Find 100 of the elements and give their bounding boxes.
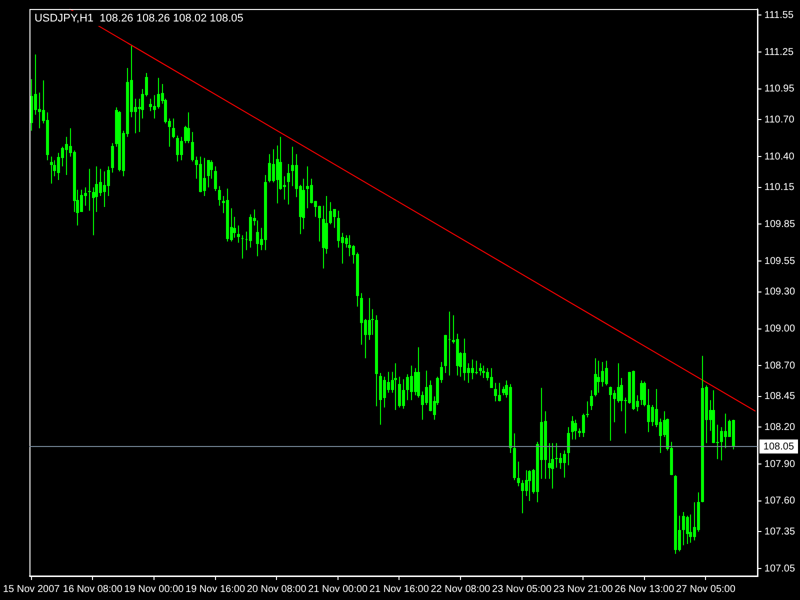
candlestick	[50, 156, 53, 184]
y-tick-label: 111.55	[764, 10, 794, 21]
y-tick-label: 107.35	[764, 526, 796, 538]
candlestick	[559, 452, 562, 470]
x-tick-label: 26 Nov 13:00	[614, 584, 675, 595]
candlestick	[475, 360, 478, 375]
candlestick	[632, 370, 635, 410]
candlestick	[406, 374, 409, 401]
candlestick	[525, 470, 528, 497]
candlestick	[402, 378, 405, 410]
candlestick	[99, 168, 102, 196]
candlestick	[65, 136, 68, 176]
x-tick-label: 21 Nov 16:00	[369, 584, 430, 595]
candlestick	[118, 110, 121, 172]
candlestick	[46, 112, 49, 161]
candlestick	[590, 390, 593, 410]
candlestick	[103, 170, 106, 208]
candlestick	[237, 224, 240, 244]
candlestick	[207, 160, 210, 188]
candlestick	[456, 333, 459, 376]
candlestick	[191, 131, 194, 162]
y-tick-label: 107.60	[764, 496, 796, 507]
candlestick	[249, 214, 252, 248]
candlestick	[214, 166, 217, 192]
candlestick	[256, 220, 259, 257]
candlestick	[80, 189, 83, 212]
candlestick	[586, 400, 589, 418]
candlestick	[318, 205, 321, 242]
y-tick-label: 109.30	[764, 286, 796, 298]
candlestick	[482, 365, 485, 378]
candlestick	[157, 77, 160, 110]
candlestick	[643, 381, 646, 407]
candlestick	[479, 362, 482, 376]
candlestick	[674, 474, 677, 554]
y-tick-label: 110.15	[764, 182, 795, 194]
y-tick-label: 110.40	[764, 151, 795, 162]
candlestick	[605, 360, 608, 386]
candlestick	[383, 376, 386, 408]
candlestick	[548, 442, 551, 480]
x-tick-label: 23 Nov 21:00	[553, 584, 614, 595]
candlestick	[329, 202, 332, 225]
candlestick	[555, 442, 558, 468]
candlestick	[517, 461, 520, 487]
candlestick	[720, 426, 723, 461]
candlestick	[272, 148, 275, 183]
candlestick	[333, 208, 336, 228]
candlestick	[490, 368, 493, 388]
y-tick-label: 108.70	[764, 360, 796, 372]
x-tick-label: 23 Nov 05:00	[492, 584, 552, 595]
candlestick	[571, 416, 574, 440]
candlestick	[682, 512, 685, 546]
candlestick	[640, 380, 643, 406]
candlestick	[693, 502, 696, 541]
y-tick-label: 109.85	[764, 218, 796, 230]
candlestick	[287, 163, 290, 206]
candlestick	[398, 376, 401, 408]
candlestick	[712, 390, 715, 444]
candlestick	[107, 166, 110, 196]
candlestick	[429, 380, 432, 412]
x-tick-label: 15 Nov 2007	[3, 584, 60, 595]
candlestick	[375, 314, 378, 407]
candlestick	[594, 358, 597, 397]
candlestick	[732, 419, 735, 450]
candlestick	[394, 362, 397, 410]
candlestick	[368, 298, 371, 340]
y-tick-label: 109.55	[764, 256, 796, 267]
y-tick-label: 108.45	[764, 391, 796, 402]
candlestick	[360, 292, 363, 346]
candlestick	[233, 216, 236, 238]
candlestick	[597, 360, 600, 394]
x-tick-label: 16 Nov 08:00	[62, 584, 123, 595]
candlestick	[348, 234, 351, 257]
candlestick	[218, 186, 221, 206]
candlestick	[544, 410, 547, 480]
candlestick	[149, 98, 152, 112]
candlestick	[601, 361, 604, 388]
candlestick	[609, 386, 612, 442]
candlestick	[153, 94, 156, 119]
candlestick	[613, 390, 616, 423]
candlestick	[563, 450, 566, 478]
candlestick	[471, 359, 474, 380]
candlestick	[111, 142, 114, 174]
candlestick	[138, 98, 141, 132]
candlestick	[551, 442, 554, 490]
y-tick-label: 110.70	[764, 114, 795, 126]
x-tick-label: 19 Nov 00:00	[124, 584, 184, 595]
x-tick-label: 21 Nov 00:00	[308, 584, 368, 595]
candlestick	[226, 188, 229, 242]
candlestick	[88, 168, 91, 212]
x-tick-label: 19 Nov 16:00	[186, 584, 246, 595]
x-tick-label: 20 Nov 08:00	[246, 584, 307, 595]
candlestick	[513, 432, 516, 481]
chart-title: USDJPY,H1 108.26 108.26 108.02 108.05	[34, 12, 244, 25]
candlestick	[187, 112, 190, 144]
y-tick-label: 108.20	[764, 422, 796, 433]
candlestick	[310, 178, 313, 204]
x-tick-label: 27 Nov 05:00	[676, 584, 736, 595]
candlestick	[689, 514, 692, 544]
candlestick	[724, 413, 727, 449]
candlestick	[410, 365, 413, 401]
